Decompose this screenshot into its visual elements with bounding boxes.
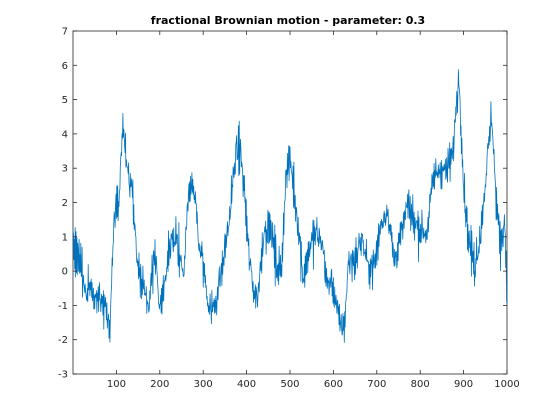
x-axis: 100 200 300 400 500 600 700 800 900 1000 (107, 31, 520, 390)
x-tick-label: 600 (324, 379, 343, 390)
x-tick-label: 800 (411, 379, 430, 390)
y-tick-label: -3 (58, 370, 68, 381)
y-tick-label: 4 (62, 129, 68, 140)
chart-title: fractional Brownian motion - parameter: … (151, 14, 425, 27)
y-tick-label: 7 (62, 27, 68, 38)
y-tick-label: 6 (62, 61, 68, 72)
y-tick-label: 2 (62, 198, 68, 209)
y-tick-label: 5 (62, 95, 68, 106)
x-tick-label: 100 (107, 379, 126, 390)
y-tick-label: 0 (62, 267, 68, 278)
y-tick-label: -2 (58, 335, 68, 346)
x-tick-label: 500 (280, 379, 299, 390)
x-tick-label: 300 (194, 379, 213, 390)
y-tick-label: 3 (62, 164, 68, 175)
series-line (73, 69, 508, 343)
x-tick-label: 400 (237, 379, 256, 390)
y-tick-label: -1 (58, 301, 68, 312)
y-tick-label: 1 (62, 232, 68, 243)
y-axis: -3 -2 -1 0 1 2 3 4 5 6 7 (58, 27, 507, 381)
plot-area (72, 30, 508, 375)
x-tick-label: 1000 (494, 379, 519, 390)
x-tick-label: 900 (454, 379, 473, 390)
x-tick-label: 700 (367, 379, 386, 390)
plot-frame (72, 30, 508, 375)
x-tick-label: 200 (150, 379, 169, 390)
